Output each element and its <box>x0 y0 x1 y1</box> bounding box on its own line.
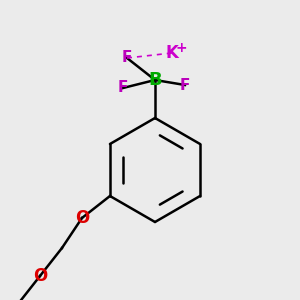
Text: K: K <box>166 44 178 62</box>
Text: F: F <box>118 80 128 95</box>
Text: +: + <box>175 41 187 55</box>
Text: F: F <box>180 77 190 92</box>
Text: O: O <box>75 209 89 227</box>
Text: B: B <box>148 71 162 89</box>
Text: F: F <box>122 50 132 65</box>
Text: O: O <box>33 267 47 285</box>
